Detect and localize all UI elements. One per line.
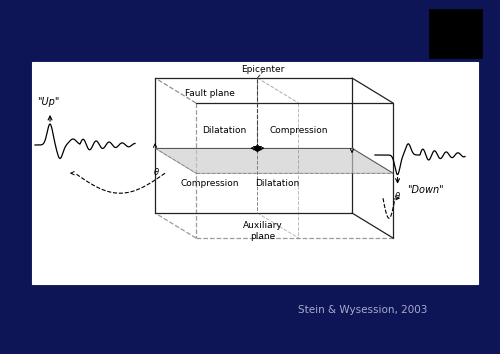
Text: $\theta$: $\theta$ [394, 190, 400, 201]
Text: Fault plane: Fault plane [185, 88, 235, 97]
Text: Compression: Compression [270, 126, 328, 135]
Bar [32, 62, 478, 284]
Text: "Down": "Down" [407, 185, 444, 195]
Text: Auxiliary
plane: Auxiliary plane [242, 221, 282, 241]
Text: "Up": "Up" [37, 97, 60, 107]
Text: Dilatation: Dilatation [255, 179, 300, 188]
Text: Dilatation: Dilatation [202, 126, 246, 135]
Polygon shape [155, 148, 393, 173]
Bar [430, 10, 482, 58]
Text: Stein & Wysession, 2003: Stein & Wysession, 2003 [298, 305, 428, 315]
Text: $\theta$: $\theta$ [153, 166, 160, 177]
Text: Epicenter: Epicenter [241, 65, 284, 74]
Text: Compression: Compression [181, 179, 240, 188]
